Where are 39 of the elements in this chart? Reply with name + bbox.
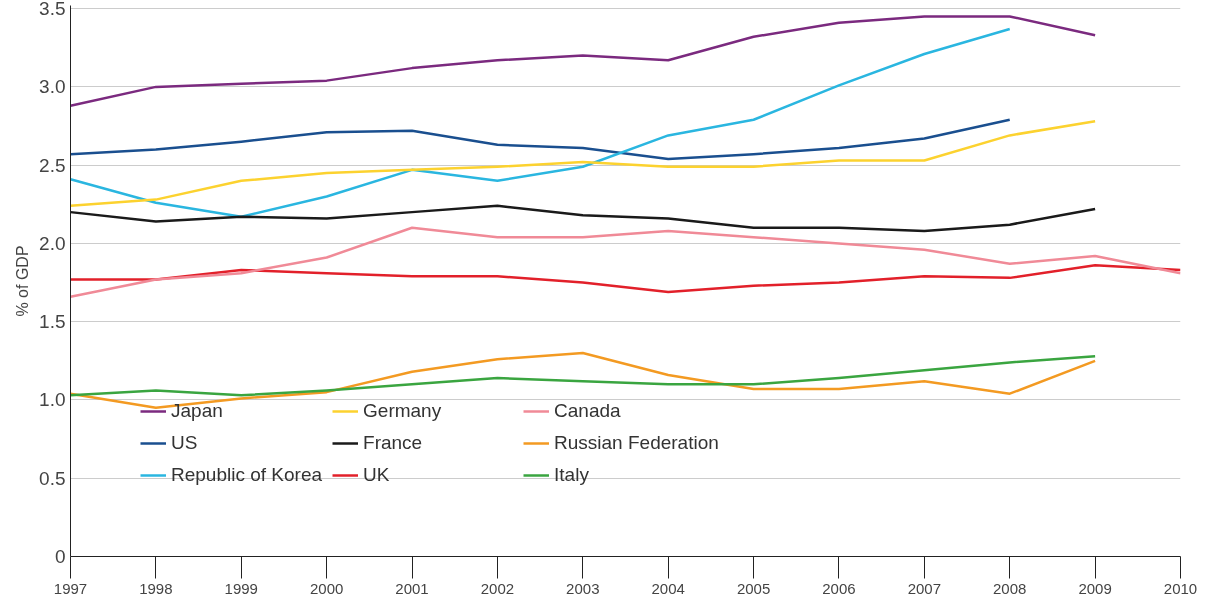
x-tick-label: 2009 [1078, 579, 1112, 597]
legend-label: Germany [363, 400, 443, 422]
y-tick-label: 1.5 [39, 311, 66, 333]
line-series [70, 15, 1097, 107]
x-tick-label: 2003 [566, 579, 600, 597]
x-tick-label: 2010 [1163, 579, 1198, 597]
x-tick-label: 1997 [53, 579, 88, 597]
y-tick-label: 3.5 [39, 0, 66, 20]
legend-label: Italy [554, 464, 590, 486]
line-series [70, 354, 1097, 397]
legend-label: UK [363, 464, 391, 486]
line-series [70, 27, 1011, 219]
x-tick-label: 2006 [822, 579, 856, 597]
legend-label: Russian Federation [554, 432, 719, 454]
y-tick-label: 0 [54, 546, 66, 567]
legend-label: Japan [171, 400, 224, 422]
legend-label: US [171, 432, 199, 454]
x-tick-label: 1999 [224, 579, 258, 597]
y-tick-label: 3.0 [39, 76, 66, 98]
y-tick-label: 0.5 [39, 467, 66, 489]
legend-label: Republic of Korea [171, 464, 323, 486]
y-tick-label: 1.0 [39, 389, 66, 411]
x-tick-label: 1998 [139, 579, 173, 597]
x-tick-label: 2005 [736, 579, 771, 597]
y-tick-label: 2.0 [39, 232, 66, 254]
y-axis-title: % of GDP [14, 245, 32, 317]
legend-label: France [363, 432, 424, 454]
line-series [70, 120, 1097, 208]
legend-label: Canada [554, 400, 622, 422]
line-series [70, 118, 1011, 161]
x-tick-label: 2001 [395, 579, 429, 597]
x-tick-label: 2007 [907, 579, 942, 597]
line-series [70, 226, 1181, 298]
x-tick-label: 2004 [651, 579, 685, 597]
x-tick-label: 2008 [993, 579, 1027, 597]
line-series [70, 264, 1181, 294]
x-tick-label: 2000 [309, 579, 344, 597]
y-tick-label: 2.5 [39, 154, 66, 176]
x-tick-label: 2002 [480, 579, 515, 597]
